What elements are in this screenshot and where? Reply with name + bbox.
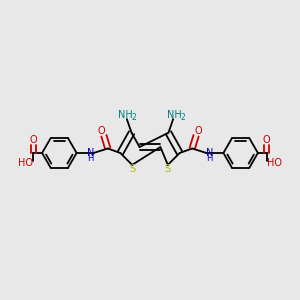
Text: NH: NH [118, 110, 133, 120]
Text: HO: HO [267, 158, 282, 168]
Text: HO: HO [18, 158, 33, 168]
Text: N: N [206, 148, 213, 158]
Text: O: O [98, 126, 105, 136]
Text: H: H [87, 154, 94, 163]
Text: N: N [87, 148, 94, 158]
Text: O: O [263, 136, 271, 146]
Text: O: O [29, 136, 37, 146]
Text: H: H [206, 154, 213, 163]
Text: O: O [195, 126, 202, 136]
Text: NH: NH [167, 110, 182, 120]
Text: 2: 2 [131, 113, 136, 122]
Text: S: S [165, 164, 171, 174]
Text: S: S [129, 164, 135, 174]
Text: 2: 2 [181, 113, 185, 122]
